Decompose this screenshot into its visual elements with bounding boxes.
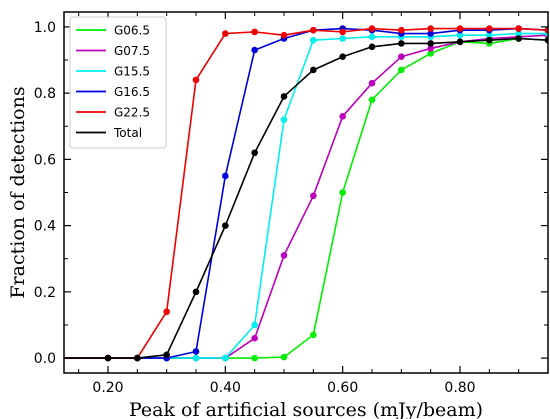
data-point bbox=[515, 30, 522, 37]
data-point bbox=[427, 50, 434, 57]
data-point bbox=[192, 288, 200, 296]
legend-label: G15.5 bbox=[114, 65, 150, 79]
data-point bbox=[427, 30, 434, 37]
y-tick-label: 0.6 bbox=[34, 152, 56, 168]
data-point bbox=[456, 31, 464, 39]
data-point bbox=[310, 192, 317, 200]
series-g22-5 bbox=[64, 25, 548, 362]
data-point bbox=[222, 222, 229, 229]
data-point bbox=[280, 31, 288, 39]
data-point bbox=[251, 354, 258, 362]
legend-label: G22.5 bbox=[114, 106, 150, 120]
data-point bbox=[339, 35, 346, 42]
y-tick-label: 0.4 bbox=[34, 219, 56, 235]
data-point bbox=[456, 38, 464, 46]
data-point bbox=[251, 321, 258, 329]
y-tick-label: 0.2 bbox=[34, 285, 56, 301]
data-point bbox=[192, 76, 200, 84]
data-point bbox=[368, 79, 376, 87]
data-point bbox=[427, 45, 434, 52]
data-point bbox=[456, 25, 464, 32]
data-point bbox=[280, 353, 288, 361]
data-point bbox=[486, 36, 493, 44]
legend-label: G16.5 bbox=[114, 85, 150, 99]
data-point bbox=[280, 252, 288, 259]
data-point bbox=[398, 66, 405, 74]
data-point bbox=[544, 36, 548, 44]
data-point bbox=[192, 348, 200, 355]
data-point bbox=[368, 33, 376, 41]
data-point bbox=[368, 96, 376, 104]
data-point bbox=[427, 40, 434, 47]
data-point bbox=[486, 25, 493, 32]
data-point bbox=[163, 308, 170, 316]
legend: G06.5 G07.5 G15.5 G16.5 G22.5 Total bbox=[69, 16, 167, 149]
data-point bbox=[222, 30, 229, 37]
x-axis-title: Peak of artificial sources (mJy/beam) bbox=[129, 399, 483, 419]
data-point bbox=[515, 35, 522, 42]
x-tick-label: 0.80 bbox=[444, 380, 475, 396]
data-point bbox=[251, 46, 258, 54]
x-tick-label: 0.20 bbox=[92, 380, 123, 396]
data-point bbox=[398, 40, 405, 47]
data-point bbox=[192, 354, 200, 362]
series-layer bbox=[64, 25, 548, 362]
data-point bbox=[104, 354, 112, 362]
data-point bbox=[310, 26, 317, 34]
data-point bbox=[398, 53, 405, 61]
x-tick-label: 0.40 bbox=[210, 380, 241, 396]
y-tick-label: 0.8 bbox=[34, 86, 56, 102]
data-point bbox=[339, 28, 346, 36]
data-point bbox=[163, 351, 170, 359]
y-axis-title: Fraction of detections bbox=[7, 86, 29, 298]
x-tick-label: 0.60 bbox=[327, 380, 358, 396]
data-point bbox=[486, 31, 493, 39]
y-tick-label: 0.0 bbox=[34, 351, 56, 367]
data-point bbox=[310, 66, 317, 74]
data-point bbox=[544, 26, 548, 34]
data-point bbox=[368, 43, 376, 51]
axis-tick-labels: 0.20 0.40 0.60 0.80 0.0 0.2 0.4 0.6 0.8 1.0 bbox=[34, 20, 476, 396]
data-point bbox=[134, 354, 141, 362]
data-point bbox=[310, 331, 317, 339]
legend-label: G07.5 bbox=[114, 44, 150, 58]
data-point bbox=[222, 172, 229, 180]
data-point bbox=[251, 334, 258, 342]
data-point bbox=[280, 116, 288, 123]
data-point bbox=[222, 354, 229, 362]
data-point bbox=[515, 25, 522, 32]
data-point bbox=[251, 28, 258, 36]
data-point bbox=[280, 93, 288, 100]
series-total bbox=[64, 35, 548, 362]
data-point bbox=[398, 26, 405, 34]
data-point bbox=[339, 53, 346, 61]
legend-label: G06.5 bbox=[114, 24, 150, 38]
data-point bbox=[339, 113, 346, 120]
legend-label: Total bbox=[113, 126, 142, 140]
data-point bbox=[427, 25, 434, 32]
data-point bbox=[368, 25, 376, 32]
y-tick-label: 1.0 bbox=[34, 20, 56, 36]
data-point bbox=[339, 189, 346, 196]
data-point bbox=[251, 149, 258, 157]
data-point bbox=[310, 36, 317, 44]
